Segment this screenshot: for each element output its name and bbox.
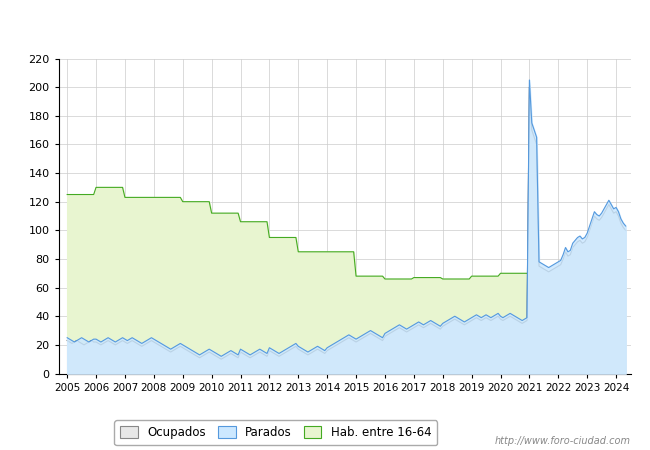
Legend: Ocupados, Parados, Hab. entre 16-64: Ocupados, Parados, Hab. entre 16-64 bbox=[114, 420, 437, 445]
Text: Camporrélls - Evolucion de la poblacion en edad de Trabajar Mayo de 2024: Camporrélls - Evolucion de la poblacion … bbox=[51, 16, 599, 32]
Text: http://www.foro-ciudad.com: http://www.foro-ciudad.com bbox=[495, 436, 630, 446]
